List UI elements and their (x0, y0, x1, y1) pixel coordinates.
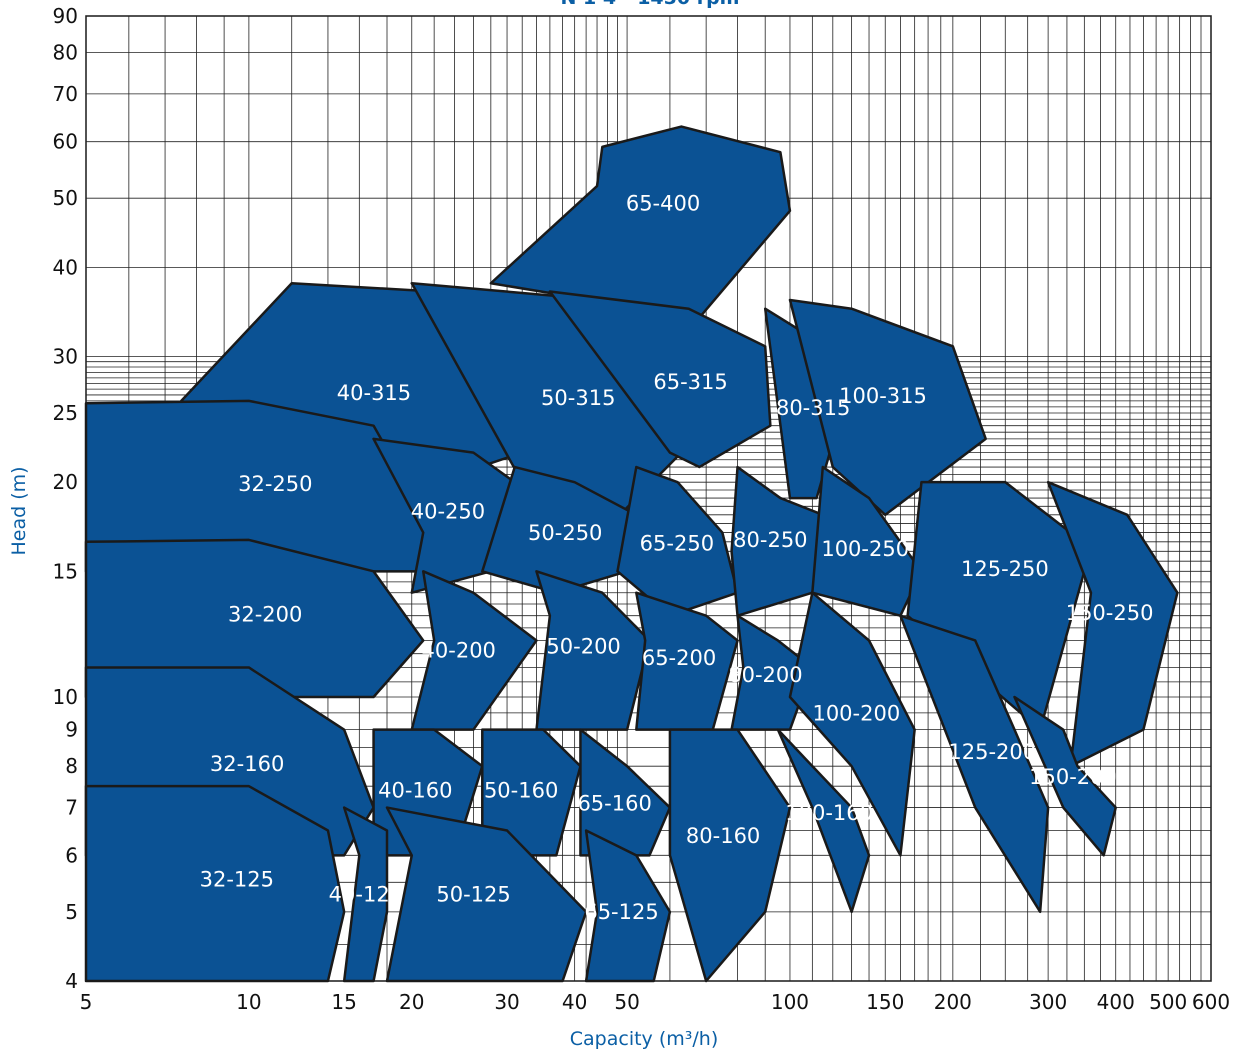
region-label-50-160: 50-160 (484, 779, 558, 803)
region-label-125-250: 125-250 (961, 557, 1049, 581)
y-tick-label: 90 (53, 4, 78, 28)
region-label-150-250: 150-250 (1066, 601, 1154, 625)
x-tick-label: 40 (562, 990, 587, 1014)
region-80-160 (668, 728, 792, 983)
tick-labels: 5 10 15 20 30 40 50 100 150 200 300 400 500 600456789… (53, 4, 1231, 1014)
region-32-125 (84, 784, 346, 983)
region-40-200 (410, 570, 538, 731)
region-label-100-250: 100-250 (821, 537, 909, 561)
x-tick-label: 10 (236, 990, 261, 1014)
region-100-315 (788, 298, 987, 517)
region-label-32-200: 32-200 (228, 603, 302, 627)
region-label-80-315: 80-315 (776, 396, 850, 420)
region-65-160 (579, 728, 672, 857)
region-40-125 (342, 806, 389, 983)
region-label-32-125: 32-125 (200, 867, 274, 891)
region-label-65-125: 65-125 (584, 900, 658, 924)
x-axis-label: Capacity (m³/h) (570, 1028, 718, 1050)
region-50-125 (385, 806, 588, 983)
x-tick-label: 300 (1029, 990, 1067, 1014)
x-tick-label: 600 (1192, 990, 1230, 1014)
region-label-100-160: 100-160 (785, 801, 873, 825)
region-label-40-200: 40-200 (422, 639, 496, 663)
y-tick-label: 80 (53, 41, 78, 65)
x-tick-label: 30 (494, 990, 519, 1014)
region-125-200 (899, 614, 1050, 914)
region-65-125 (584, 829, 672, 983)
y-tick-label: 8 (65, 754, 78, 778)
x-tick-label: 5 (80, 990, 93, 1014)
region-50-200 (535, 570, 651, 731)
y-tick-label: 50 (53, 186, 78, 210)
region-label-80-160: 80-160 (686, 824, 760, 848)
region-label-50-250: 50-250 (528, 521, 602, 545)
region-label-40-250: 40-250 (411, 500, 485, 524)
region-label-150-200: 150-200 (1029, 765, 1117, 789)
region-label-50-315: 50-315 (541, 386, 615, 410)
y-tick-label: 20 (53, 470, 78, 494)
region-label-32-250: 32-250 (238, 472, 312, 496)
y-tick-label: 9 (65, 718, 78, 742)
region-label-40-160: 40-160 (378, 779, 452, 803)
region-label-40-315: 40-315 (337, 381, 411, 405)
region-label-125-200: 125-200 (948, 740, 1036, 764)
region-label-100-315: 100-315 (839, 384, 927, 408)
y-tick-label: 5 (65, 900, 78, 924)
y-tick-label: 15 (53, 559, 78, 583)
y-tick-label: 40 (53, 255, 78, 279)
region-label-100-200: 100-200 (812, 702, 900, 726)
y-tick-label: 4 (65, 969, 78, 993)
region-65-400 (489, 125, 792, 319)
y-tick-label: 10 (53, 685, 78, 709)
region-50-160 (481, 728, 582, 857)
x-tick-label: 200 (934, 990, 972, 1014)
region-label-40-125: 40-125 (329, 883, 403, 907)
y-tick-label: 6 (65, 843, 78, 867)
region-label-65-315: 65-315 (653, 370, 727, 394)
pump-regions (84, 125, 1179, 983)
region-label-50-125: 50-125 (436, 883, 510, 907)
region-label-65-160: 65-160 (577, 792, 651, 816)
chart-title: N 1 4 - 1450 rpm (561, 0, 740, 9)
region-150-250 (1046, 480, 1179, 768)
region-100-200 (788, 591, 916, 857)
y-tick-label: 25 (53, 401, 78, 425)
region-label-65-250: 65-250 (640, 532, 714, 556)
region-label-80-200: 80-200 (728, 663, 802, 687)
y-tick-label: 70 (53, 82, 78, 106)
region-label-32-160: 32-160 (210, 752, 284, 776)
region-65-315 (548, 290, 772, 469)
region-label-65-200: 65-200 (642, 646, 716, 670)
x-tick-label: 500 (1149, 990, 1187, 1014)
x-tick-label: 20 (399, 990, 424, 1014)
region-100-160 (776, 728, 871, 914)
region-label-50-200: 50-200 (546, 635, 620, 659)
region-label-80-250: 80-250 (733, 528, 807, 552)
x-tick-label: 400 (1097, 990, 1135, 1014)
y-axis-label: Head (m) (8, 466, 30, 555)
x-tick-label: 150 (866, 990, 904, 1014)
region-150-200 (1013, 695, 1117, 857)
y-tick-label: 30 (53, 345, 78, 369)
x-tick-label: 100 (771, 990, 809, 1014)
x-tick-label: 50 (614, 990, 639, 1014)
region-label-65-400: 65-400 (626, 191, 700, 215)
y-tick-label: 7 (65, 796, 78, 820)
x-tick-label: 15 (331, 990, 356, 1014)
y-tick-label: 60 (53, 130, 78, 154)
